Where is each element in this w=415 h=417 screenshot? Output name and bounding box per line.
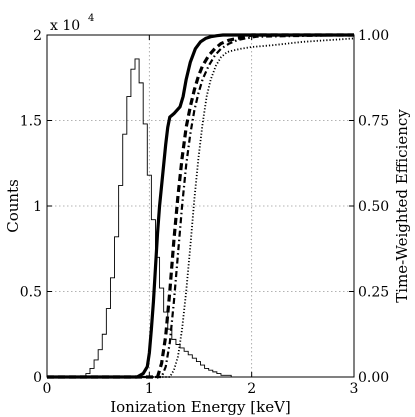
x-axis-label: Ionization Energy [keV] [110,398,291,416]
y-right-tick-label-2: 0.50 [358,199,389,215]
x-tick-label-3: 3 [350,381,359,397]
y-left-tick-label-2: 1 [33,199,42,215]
histogram-outline [47,58,354,378]
y-axis-label-left: Counts [4,179,22,233]
y-multiplier-exponent: 4 [88,13,94,24]
y-right-tick-label-0: 0.00 [358,370,389,386]
y-multiplier-label: x 10 [50,18,80,34]
efficiency-curve-dotted [47,37,355,378]
y-right-tick-label-1: 0.25 [358,285,389,301]
y-right-tick-label-3: 0.75 [358,114,389,130]
counts-histogram [47,58,354,378]
y-left-tick-label-1: 0.5 [20,285,42,301]
efficiency-curve-dashed [47,33,354,379]
y-left-tick-label-3: 1.5 [20,114,42,130]
axis-ticks: 0 1 2 3 0 0.5 1 1.5 2 0.00 0.25 0.50 0.75 1.00 [20,28,389,397]
x-tick-label-1: 1 [145,381,154,397]
efficiency-curves [47,33,355,379]
grid-lines [47,35,354,377]
efficiency-curve-dashdot [47,33,355,379]
x-tick-label-2: 2 [247,381,256,397]
x-tick-label-0: 0 [43,381,52,397]
y-axis-label-right: Time-Weighted Efficiency [393,109,411,303]
y-right-tick-label-4: 1.00 [358,28,389,44]
efficiency-curve-solid [47,33,354,379]
y-left-tick-label-4: 2 [33,28,42,44]
y-left-tick-label-0: 0 [33,370,42,386]
